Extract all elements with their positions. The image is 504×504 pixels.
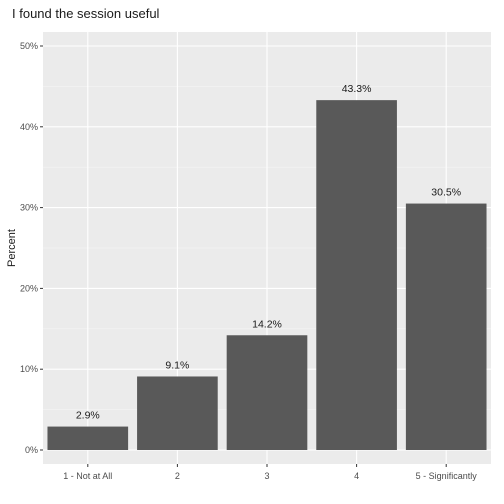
bar (226, 335, 308, 450)
chart-title: I found the session useful (12, 6, 160, 21)
y-tick-label: 0% (25, 445, 38, 455)
bar (316, 100, 397, 451)
bar (47, 426, 129, 450)
x-tick-label: 5 - Significantly (416, 471, 478, 481)
y-tick-label: 20% (20, 283, 38, 293)
data-label: 43.3% (342, 83, 372, 95)
y-tick-label: 50% (20, 41, 38, 51)
y-axis: 0% 10% 20% 30% 40% 50% (20, 41, 43, 455)
y-tick-label: 40% (20, 122, 38, 132)
y-axis-title: Percent (6, 229, 18, 267)
y-tick-label: 30% (20, 203, 38, 213)
x-axis: 1 - Not at All 2 3 4 5 - Significantly (63, 464, 477, 481)
x-tick-label: 2 (175, 471, 180, 481)
bar (405, 203, 487, 450)
bar (137, 376, 218, 450)
data-label: 2.9% (76, 410, 100, 422)
y-tick-label: 10% (20, 364, 38, 374)
data-labels: 2.9% 9.1% 14.2% 43.3% 30.5% (76, 83, 461, 421)
x-tick-label: 3 (264, 471, 269, 481)
data-label: 30.5% (431, 187, 461, 199)
x-tick-label: 4 (354, 471, 359, 481)
x-tick-label: 1 - Not at All (63, 471, 112, 481)
data-label: 9.1% (165, 359, 189, 371)
bars (47, 100, 487, 451)
data-label: 14.2% (252, 318, 282, 330)
